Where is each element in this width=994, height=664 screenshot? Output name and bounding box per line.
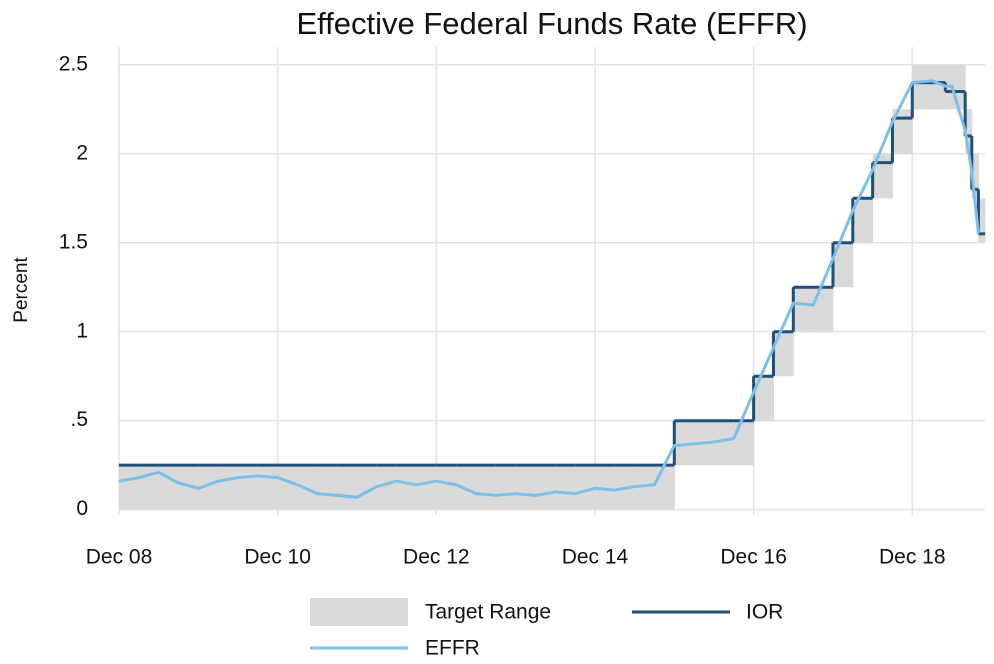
y-tick-label: 1 [76, 319, 88, 342]
target-range [575, 465, 596, 510]
legend-swatch [310, 598, 408, 626]
target-range [376, 465, 398, 510]
target-range [337, 465, 358, 510]
target-range [277, 465, 298, 510]
target-range [218, 465, 239, 510]
legend-label: Target Range [425, 601, 551, 624]
x-tick-label: Dec 16 [720, 546, 787, 569]
target-range [971, 153, 979, 199]
x-tick-label: Dec 18 [879, 546, 946, 569]
target-range [237, 465, 259, 510]
target-range [119, 465, 140, 510]
x-tick-label: Dec 08 [86, 546, 153, 569]
target-range [852, 198, 874, 243]
x-tick-label: Dec 14 [562, 546, 629, 569]
x-tick-label: Dec 10 [244, 546, 311, 569]
target-range [832, 242, 854, 288]
target-range [813, 287, 834, 332]
target-range [872, 153, 893, 199]
target-range [456, 465, 477, 510]
target-range [594, 465, 616, 510]
target-range [773, 331, 794, 377]
target-range [436, 465, 457, 510]
target-range [475, 465, 497, 510]
target-range [951, 64, 966, 110]
target-range [198, 465, 219, 510]
x-tick-label: Dec 12 [403, 546, 470, 569]
y-tick-label: 0 [76, 497, 88, 520]
target-range [396, 465, 417, 510]
target-range [555, 465, 576, 510]
legend-label: EFFR [425, 637, 480, 660]
target-range [356, 465, 378, 510]
target-range [965, 109, 973, 154]
target-range [297, 465, 318, 510]
target-range [654, 465, 675, 510]
target-range [753, 376, 774, 421]
target-range [416, 465, 437, 510]
y-tick-label: 2.5 [59, 52, 88, 75]
target-range [978, 198, 986, 243]
chart-title: Effective Federal Funds Rate (EFFR) [296, 6, 807, 41]
target-range [317, 465, 338, 510]
effr-line [118, 79, 980, 499]
y-tick-label: 1.5 [59, 230, 88, 253]
target-range [257, 465, 279, 510]
target-range [733, 420, 755, 466]
target-range [932, 64, 946, 110]
y-axis-label: Percent [11, 257, 32, 323]
target-range [535, 465, 556, 510]
target-range [892, 109, 913, 154]
target-range [515, 465, 536, 510]
target-range [912, 64, 933, 110]
target-range [158, 465, 179, 510]
y-tick-label: .5 [70, 408, 88, 431]
y-tick-label: 2 [76, 141, 88, 164]
target-range [495, 465, 517, 510]
target-range [713, 420, 735, 466]
target-range [178, 465, 199, 510]
target-range [674, 420, 695, 466]
legend-label: IOR [746, 601, 783, 624]
target-range [793, 287, 814, 332]
target-range [634, 465, 655, 510]
